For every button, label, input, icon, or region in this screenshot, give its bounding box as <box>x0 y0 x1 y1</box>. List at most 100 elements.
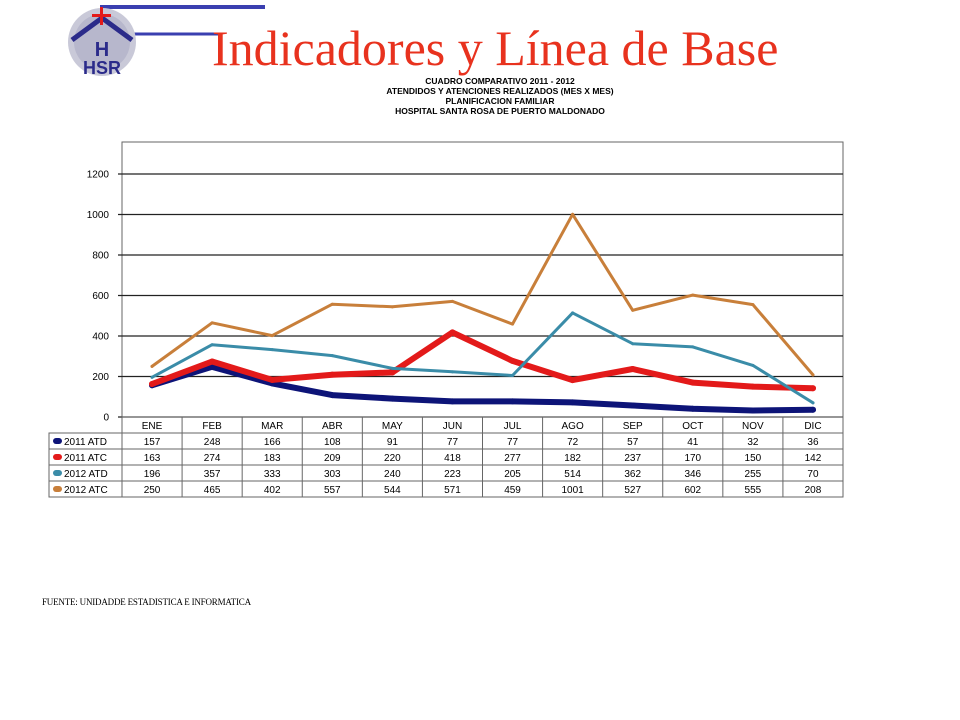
data-label: 527 <box>624 485 641 496</box>
x-tick-label: AGO <box>562 421 584 432</box>
data-point <box>509 398 516 405</box>
data-point <box>749 407 756 414</box>
data-label: 163 <box>144 453 161 464</box>
data-point <box>811 373 815 377</box>
data-label: 357 <box>204 469 221 480</box>
data-point <box>509 357 516 364</box>
x-tick-label: MAR <box>261 421 283 432</box>
data-label: 196 <box>144 469 161 480</box>
x-tick-label: DIC <box>804 421 821 432</box>
data-point <box>691 293 695 297</box>
data-point <box>749 383 756 390</box>
data-point <box>209 358 216 365</box>
y-tick-label: 600 <box>92 291 109 302</box>
slide-title: Indicadores y Línea de Base <box>212 20 779 76</box>
series-line <box>150 212 815 377</box>
series-line <box>150 311 815 405</box>
data-point <box>270 348 274 352</box>
data-point <box>149 380 156 387</box>
data-label: 183 <box>264 453 281 464</box>
x-tick-label: MAY <box>382 421 403 432</box>
data-point <box>631 342 635 346</box>
plot-area <box>121 141 844 418</box>
source-note: FUENTE: UNIDADDE ESTADISTICA E INFORMATI… <box>42 597 251 607</box>
data-label: 240 <box>384 469 401 480</box>
data-point <box>150 364 154 368</box>
data-label: 237 <box>624 453 641 464</box>
logo-letters: HSR <box>83 58 121 76</box>
data-label: 274 <box>204 453 221 464</box>
data-label: 205 <box>504 469 521 480</box>
data-point <box>809 385 816 392</box>
legend-label: 2012 ATC <box>64 485 108 496</box>
data-point <box>330 302 334 306</box>
data-point <box>571 311 575 315</box>
chart-header-line-1: CUADRO COMPARATIVO 2011 - 2012 <box>425 76 575 86</box>
chart-header-line-4: HOSPITAL SANTA ROSA DE PUERTO MALDONADO <box>395 106 605 116</box>
data-point <box>811 401 815 405</box>
legend-swatch <box>53 486 62 492</box>
series-line <box>149 363 816 414</box>
data-point <box>809 406 816 413</box>
x-tick-label: SEP <box>623 421 643 432</box>
data-label: 77 <box>507 437 519 448</box>
data-point <box>569 399 576 406</box>
data-point <box>389 395 396 402</box>
data-label: 346 <box>684 469 701 480</box>
data-point <box>389 369 396 376</box>
data-label: 208 <box>805 485 822 496</box>
data-label: 150 <box>745 453 762 464</box>
data-label: 402 <box>264 485 281 496</box>
data-label: 277 <box>504 453 521 464</box>
data-label: 602 <box>684 485 701 496</box>
data-point <box>629 366 636 373</box>
data-label: 209 <box>324 453 341 464</box>
data-label: 250 <box>144 485 161 496</box>
data-point <box>691 345 695 349</box>
data-label: 514 <box>564 469 581 480</box>
data-point <box>390 366 394 370</box>
y-tick-label: 0 <box>103 413 109 424</box>
data-label: 220 <box>384 453 401 464</box>
data-point <box>450 299 454 303</box>
data-point <box>571 212 575 216</box>
y-tick-label: 1000 <box>87 210 110 221</box>
x-tick-label: ENE <box>142 421 163 432</box>
data-point <box>631 308 635 312</box>
data-point <box>329 371 336 378</box>
data-point <box>511 373 515 377</box>
data-point <box>751 363 755 367</box>
x-tick-label: JUN <box>443 421 462 432</box>
y-tick-label: 400 <box>92 332 109 343</box>
data-label: 108 <box>324 437 341 448</box>
data-label: 465 <box>204 485 221 496</box>
legend-label: 2011 ATD <box>64 437 107 448</box>
data-point <box>210 343 214 347</box>
data-label: 571 <box>444 485 461 496</box>
x-tick-label: JUL <box>504 421 522 432</box>
data-point <box>150 375 154 379</box>
data-label: 142 <box>805 453 822 464</box>
data-point <box>210 321 214 325</box>
data-label: 170 <box>684 453 701 464</box>
legend-swatch <box>53 438 62 444</box>
data-label: 166 <box>264 437 281 448</box>
legend-swatch <box>53 470 62 476</box>
data-point <box>329 392 336 399</box>
data-label: 255 <box>745 469 762 480</box>
data-label: 418 <box>444 453 461 464</box>
data-point <box>449 398 456 405</box>
legend-swatch <box>53 454 62 460</box>
data-point <box>449 329 456 336</box>
chart-header-line-2: ATENDIDOS Y ATENCIONES REALIZADOS (MES X… <box>386 86 614 96</box>
legend-label: 2012 ATD <box>64 469 108 480</box>
data-label: 333 <box>264 469 281 480</box>
chart-header: CUADRO COMPARATIVO 2011 - 2012 ATENDIDOS… <box>280 76 720 116</box>
data-label: 70 <box>807 469 819 480</box>
data-label: 182 <box>564 453 581 464</box>
data-label: 57 <box>627 437 639 448</box>
data-point <box>569 377 576 384</box>
series-line <box>149 329 816 392</box>
y-tick-label: 1200 <box>87 170 110 181</box>
